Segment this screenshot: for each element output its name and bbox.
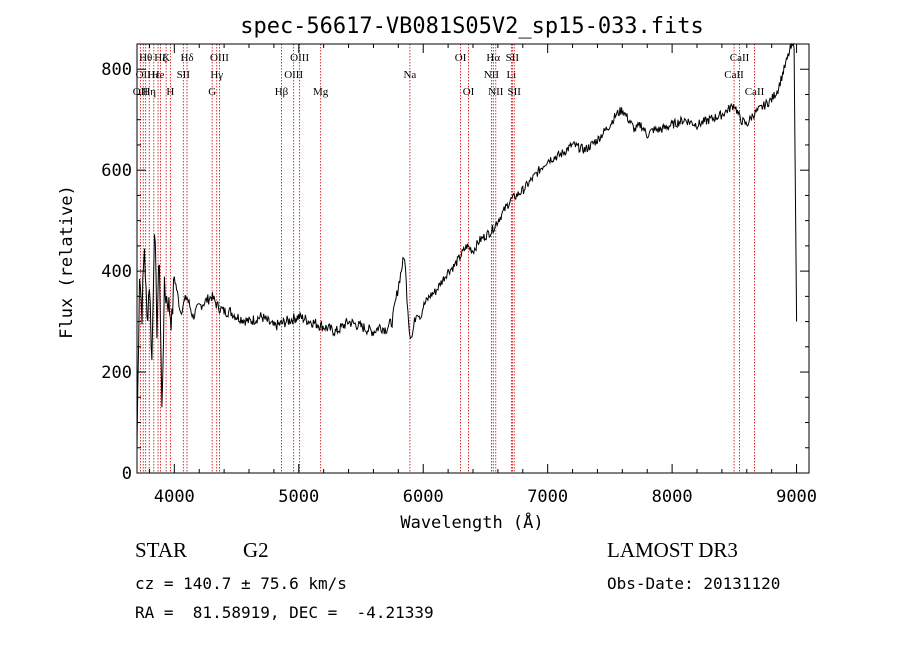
line-label: Hθ xyxy=(139,52,152,64)
x-tick-label: 8000 xyxy=(652,487,693,507)
line-label: Hδ xyxy=(180,52,193,64)
line-label: Hγ xyxy=(210,69,223,81)
x-tick-label: 7000 xyxy=(527,487,568,507)
line-label: CaII xyxy=(745,86,765,98)
line-label: OIII xyxy=(290,52,309,64)
line-label: SII xyxy=(177,69,191,81)
y-tick-label: 0 xyxy=(122,464,132,484)
line-label: Li xyxy=(506,69,516,81)
spectrum-series xyxy=(136,42,798,449)
object-subclass: G2 xyxy=(243,538,269,562)
line-label: He xyxy=(152,69,165,81)
line-label: OI xyxy=(455,52,467,64)
x-tick-label: 6000 xyxy=(403,487,444,507)
plot-frame xyxy=(136,43,810,474)
line-label: OIII xyxy=(210,52,229,64)
line-label: Hε xyxy=(148,69,161,81)
redshift-value: cz = 140.7 ± 75.6 km/s xyxy=(135,574,347,593)
line-label: NII xyxy=(484,69,500,81)
coordinates: RA = 81.58919, DEC = -4.21339 xyxy=(135,603,434,622)
line-label: K xyxy=(162,52,170,64)
y-tick-label: 800 xyxy=(101,60,132,80)
survey-name: LAMOST DR3 xyxy=(607,538,738,562)
axis-ticks: 4000 5000 6000 7000 8000 9000 0 200 400 600 800 xyxy=(101,43,817,507)
line-label: OI xyxy=(463,86,475,98)
line-label: CaII xyxy=(724,69,744,81)
line-label: OII xyxy=(136,69,152,81)
line-label: NII xyxy=(488,86,504,98)
y-axis-label: Flux (relative) xyxy=(57,185,77,339)
chart-title: spec-56617-VB081S05V2_sp15-033.fits xyxy=(240,14,704,39)
line-label: Hζ xyxy=(154,52,167,64)
line-label: Hβ xyxy=(275,86,289,98)
line-label: H xyxy=(166,86,174,98)
x-tick-label: 5000 xyxy=(278,487,319,507)
y-tick-label: 200 xyxy=(101,363,132,383)
line-label: OIII xyxy=(284,69,303,81)
line-label: CaII xyxy=(730,52,750,64)
spectrum-line xyxy=(136,42,798,449)
line-label: Mg xyxy=(313,86,329,98)
x-tick-label: 4000 xyxy=(154,487,195,507)
line-label: G xyxy=(208,86,216,98)
y-tick-label: 600 xyxy=(101,161,132,181)
x-axis-label: Wavelength (Å) xyxy=(400,511,543,533)
line-label: Hα xyxy=(486,52,500,64)
x-tick-label: 9000 xyxy=(776,487,817,507)
y-tick-label: 400 xyxy=(101,262,132,282)
line-label: SII xyxy=(506,52,520,64)
line-label: Hη xyxy=(142,86,156,98)
obs-date: Obs-Date: 20131120 xyxy=(607,574,781,593)
line-label: SII xyxy=(507,86,521,98)
line-label: Na xyxy=(403,69,416,81)
line-markers: OIIOIIHθHηHεHeHζKHSIIHδGHγOIIIHβOIIIOIII… xyxy=(133,44,765,473)
object-class: STAR xyxy=(135,538,187,562)
